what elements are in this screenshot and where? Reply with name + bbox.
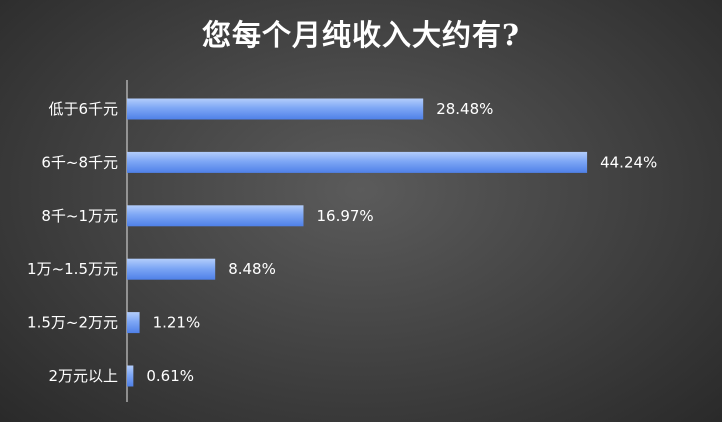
bar	[127, 151, 588, 173]
bar	[127, 98, 424, 120]
value-label: 44.24%	[600, 153, 657, 171]
category-label: 8千~1万元	[41, 207, 118, 225]
category-label: 1.5万~2万元	[27, 314, 118, 332]
value-label: 8.48%	[228, 260, 276, 278]
bar	[127, 205, 304, 227]
category-label: 1万~1.5万元	[27, 260, 118, 278]
bar	[127, 365, 134, 387]
category-label: 低于6千元	[48, 100, 118, 118]
value-label: 1.21%	[153, 314, 201, 332]
bar	[127, 258, 216, 280]
category-label: 6千~8千元	[41, 153, 118, 171]
bar	[127, 312, 140, 334]
value-label: 16.97%	[316, 207, 373, 225]
value-label: 0.61%	[146, 367, 194, 385]
value-label: 28.48%	[436, 100, 493, 118]
chart-title: 您每个月纯收入大约有?	[202, 18, 520, 52]
category-label: 2万元以上	[48, 367, 118, 385]
